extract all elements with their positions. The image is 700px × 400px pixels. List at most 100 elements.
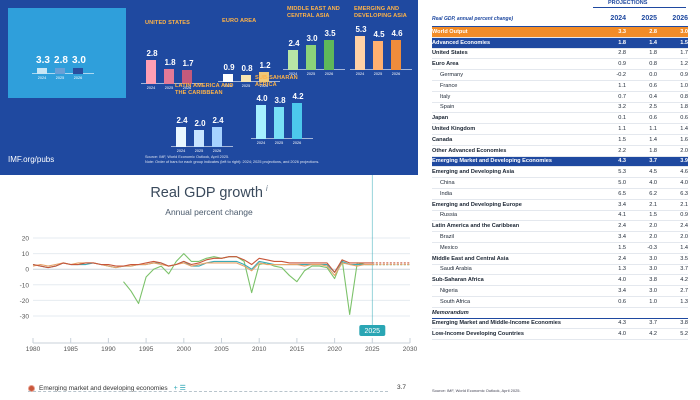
bar-value-label: 3.0 (306, 33, 318, 43)
bar (164, 68, 174, 84)
row-label: United Kingdom (432, 126, 476, 133)
x-tick-label: 2000 (177, 346, 192, 353)
table-row: Mexico 1.5 -0.3 1.4 (432, 243, 688, 254)
bar-column: 3.8 2025 (273, 87, 286, 145)
bar-column: 5.3 2024 (354, 18, 367, 76)
row-value-2024: 1.8 (618, 39, 626, 46)
row-label: Emerging and Developing Europe (432, 201, 522, 208)
table-row: Other Advanced Economies 2.2 1.8 2.0 (432, 146, 688, 157)
bar-value-label: 4.2 (292, 92, 304, 102)
table-row: Russia 4.1 1.5 0.9 (432, 211, 688, 222)
row-value-2024: 2.2 (618, 147, 626, 154)
row-value-2024: 3.4 (618, 201, 626, 208)
world-summary-box: 3.3 2024 2.8 2025 3.0 2026 (8, 8, 126, 98)
add-series-icon[interactable]: + ☰ (173, 385, 186, 392)
row-value-2025: 3.0 (649, 255, 657, 262)
row-label: Mexico (440, 244, 458, 251)
table-row: Spain 3.2 2.5 1.8 (432, 103, 688, 114)
infographic-note: Note: Order of bars for each group indic… (145, 160, 320, 164)
row-value-2025: 1.8 (649, 50, 657, 57)
bar-column: 2.8 2024 (145, 32, 158, 90)
year-header-2026: 2026 (672, 15, 688, 22)
bar-column: 1.2 2026 (258, 30, 271, 88)
bar-year-label: 2025 (241, 84, 251, 88)
bar-value-label: 3.0 (72, 55, 86, 66)
bar (274, 106, 284, 139)
table-row: Emerging Market and Middle-Income Econom… (432, 319, 688, 330)
table-row: Emerging and Developing Europe 3.4 2.1 2.1 (432, 200, 688, 211)
bar-year-label: 2025 (373, 72, 383, 76)
gdp-chart-panel: 20 10 0 -10 -20 -30 1980 1985 1990 1995 2000 2005 20… (0, 175, 418, 400)
x-tick-label: 2015 (290, 346, 305, 353)
row-value-2026: 3.9 (680, 158, 688, 165)
table-row: China 5.0 4.0 4.0 (432, 178, 688, 189)
row-label: Italy (440, 93, 451, 100)
bar-year-label: 2024 (256, 141, 266, 145)
row-value-2026: 3.5 (680, 255, 688, 262)
row-value-2024: 4.3 (618, 320, 626, 327)
row-value-2026: 1.2 (680, 61, 688, 68)
row-value-2024: 0.7 (618, 93, 626, 100)
row-value-2024: 6.5 (618, 190, 626, 197)
row-value-2024: 4.0 (618, 277, 626, 284)
row-value-2024: -0.2 (616, 72, 626, 79)
table-header-label: Real GDP, annual percent change) (432, 15, 514, 22)
row-value-2025: 4.0 (649, 180, 657, 187)
row-value-2025: 3.7 (649, 158, 657, 165)
row-value-2024: 4.3 (618, 158, 626, 165)
row-value-2025: 3.0 (649, 288, 657, 295)
row-label: Latin America and the Caribbean (432, 223, 520, 230)
row-value-2026: 3.0 (680, 28, 688, 35)
bar-year-label: 2026 (259, 84, 269, 88)
row-value-2024: 3.4 (618, 234, 626, 241)
row-value-2025: 0.6 (649, 115, 657, 122)
year-tooltip-label: 2025 (365, 328, 381, 335)
row-value-2026: 6.3 (680, 190, 688, 197)
row-value-2026: 3.8 (680, 320, 688, 327)
row-value-2025: 1.0 (649, 298, 657, 305)
row-value-2026: 2.0 (680, 234, 688, 241)
bar-value-label: 3.3 (36, 55, 50, 66)
row-value-2024: 3.2 (618, 104, 626, 111)
x-tick-label: 1990 (101, 346, 116, 353)
bar-year-label: 2026 (391, 72, 401, 76)
bar-column: 3.0 2026 (72, 38, 86, 80)
bar-column: 1.7 2026 (181, 32, 194, 90)
year-tooltip-chip[interactable] (359, 325, 386, 336)
x-tick-label: 2020 (327, 346, 342, 353)
chart-title: Real GDP growth i (0, 184, 418, 201)
row-label: Spain (440, 104, 455, 111)
bar-year-label: 2024 (288, 72, 298, 76)
series-legend-label: Emerging market and developing economies (39, 384, 168, 392)
row-label: Canada (432, 136, 453, 143)
row-value-2025: 0.6 (649, 82, 657, 89)
row-value-2025: 2.8 (649, 28, 657, 35)
table-row: Euro Area 0.9 0.8 1.2 (432, 59, 688, 71)
table-row: Latin America and the Caribbean 2.4 2.0 2.4 (432, 221, 688, 233)
row-value-2025: 1.1 (649, 126, 657, 133)
table-row: Germany -0.2 0.0 0.9 (432, 70, 688, 81)
row-value-2025: 1.4 (649, 39, 657, 46)
region-bar-group: 2.8 2024 1.8 2025 1.7 2026 (141, 32, 203, 90)
table-row: Saudi Arabia 1.3 3.0 3.7 (432, 265, 688, 276)
row-label: China (440, 180, 455, 187)
y-tick-label: 0 (25, 267, 29, 274)
bar-year-label: 2026 (182, 86, 192, 90)
bar-column: 4.5 2025 (372, 18, 385, 76)
bar (73, 68, 83, 74)
row-value-2025: 2.5 (649, 104, 657, 111)
bar-column: 1.8 2025 (163, 32, 176, 90)
table-row: Emerging Market and Developing Economies… (432, 156, 688, 168)
row-value-2025: 4.5 (649, 169, 657, 176)
bar-year-label: 2024 (223, 84, 233, 88)
row-value-2026: 2.1 (680, 201, 688, 208)
bar-value-label: 2.4 (176, 115, 188, 125)
table-row: Italy 0.7 0.4 0.8 (432, 92, 688, 103)
imf-pubs-link[interactable]: IMF.org/pubs (8, 155, 55, 164)
bar-value-label: 1.7 (182, 58, 194, 68)
info-icon[interactable]: i (265, 184, 268, 193)
bar-year-label: 2024 (146, 86, 156, 90)
row-value-2026: 1.4 (680, 126, 688, 133)
row-value-2024: 1.1 (618, 82, 626, 89)
